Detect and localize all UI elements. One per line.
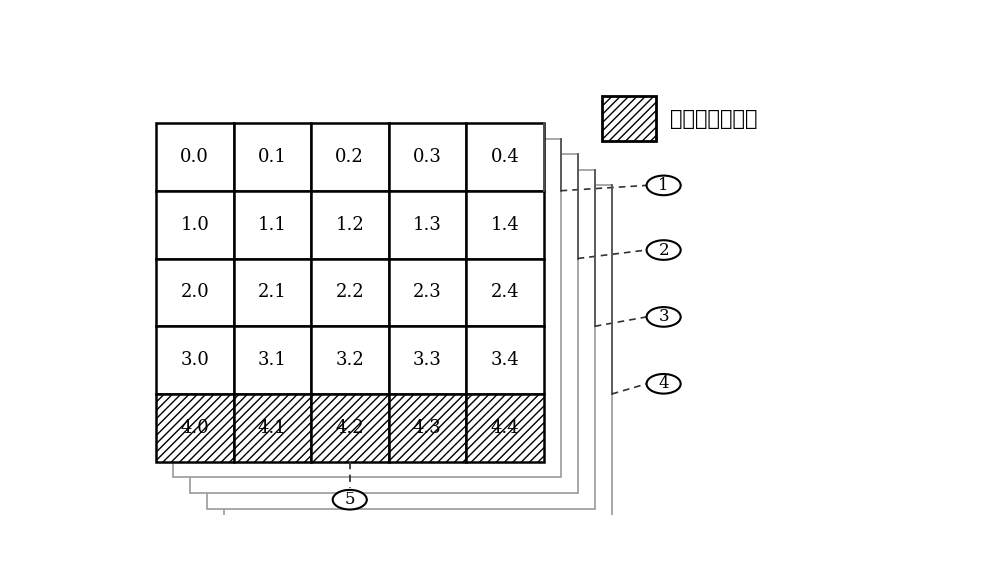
Bar <box>311 394 388 462</box>
Bar <box>388 258 466 327</box>
Text: 4.0: 4.0 <box>180 419 209 437</box>
Text: 0.3: 0.3 <box>413 148 442 166</box>
Text: 5: 5 <box>344 491 355 508</box>
Text: 1.1: 1.1 <box>258 215 287 234</box>
Text: 3.2: 3.2 <box>335 351 364 369</box>
Text: 2.3: 2.3 <box>413 283 442 302</box>
Bar <box>207 170 595 508</box>
Text: 0.0: 0.0 <box>180 148 209 166</box>
Text: 3: 3 <box>658 309 669 325</box>
Bar <box>466 327 544 394</box>
Bar <box>602 96 656 141</box>
Bar <box>156 123 234 190</box>
Text: 1.4: 1.4 <box>490 215 519 234</box>
Bar <box>234 327 311 394</box>
Bar <box>156 327 234 394</box>
Circle shape <box>647 374 681 394</box>
Text: 2.2: 2.2 <box>335 283 364 302</box>
Circle shape <box>333 490 367 510</box>
Text: 4.1: 4.1 <box>258 419 287 437</box>
Text: 4.2: 4.2 <box>335 419 364 437</box>
Bar <box>388 123 466 190</box>
Text: 3.3: 3.3 <box>413 351 442 369</box>
Circle shape <box>647 175 681 195</box>
Bar <box>388 394 466 462</box>
Text: 4.4: 4.4 <box>490 419 519 437</box>
Text: 3.0: 3.0 <box>180 351 209 369</box>
Bar <box>156 394 234 462</box>
Text: 1: 1 <box>658 177 669 194</box>
Bar <box>311 190 388 258</box>
Text: 1.0: 1.0 <box>180 215 209 234</box>
Bar <box>156 190 234 258</box>
Bar <box>224 185 612 524</box>
Circle shape <box>647 240 681 260</box>
Text: 2.0: 2.0 <box>180 283 209 302</box>
Text: 0.2: 0.2 <box>335 148 364 166</box>
Text: 4: 4 <box>658 375 669 393</box>
Bar <box>466 394 544 462</box>
Bar <box>466 258 544 327</box>
Bar <box>234 123 311 190</box>
Bar <box>156 258 234 327</box>
Bar <box>234 190 311 258</box>
Text: 0.1: 0.1 <box>258 148 287 166</box>
Bar <box>311 123 388 190</box>
Bar <box>311 327 388 394</box>
Text: 2.4: 2.4 <box>490 283 519 302</box>
Bar <box>388 190 466 258</box>
Text: 0.4: 0.4 <box>490 148 519 166</box>
Bar <box>234 394 311 462</box>
Bar <box>234 258 311 327</box>
Bar <box>466 123 544 190</box>
Circle shape <box>647 307 681 327</box>
Text: 3.1: 3.1 <box>258 351 287 369</box>
Text: 组内编码校验块: 组内编码校验块 <box>670 108 757 129</box>
Bar <box>388 327 466 394</box>
Bar <box>173 138 561 478</box>
Text: 1.2: 1.2 <box>335 215 364 234</box>
Bar <box>311 258 388 327</box>
Text: 2: 2 <box>658 241 669 259</box>
Text: 4.3: 4.3 <box>413 419 442 437</box>
Text: 1.3: 1.3 <box>413 215 442 234</box>
Bar <box>466 190 544 258</box>
Text: 3.4: 3.4 <box>490 351 519 369</box>
Text: 2.1: 2.1 <box>258 283 287 302</box>
Bar <box>190 154 578 493</box>
